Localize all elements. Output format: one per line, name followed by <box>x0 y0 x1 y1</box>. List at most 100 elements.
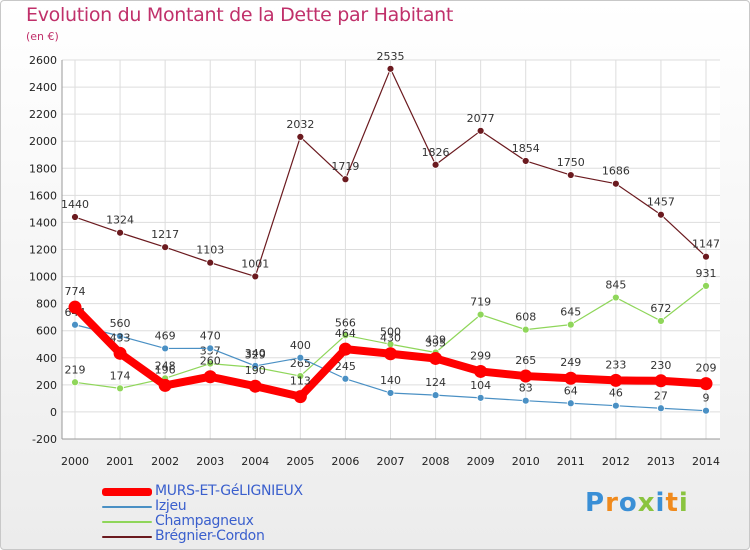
data-point-murs-et-g-lignieux <box>248 379 262 393</box>
legend-label: Brégnier-Cordon <box>155 528 265 544</box>
data-label-izieu: 83 <box>519 382 533 395</box>
data-label-murs-et-g-lignieux: 430 <box>380 332 401 345</box>
x-tick-label: 2004 <box>241 455 269 468</box>
data-label-murs-et-g-lignieux: 265 <box>515 354 536 367</box>
data-point-murs-et-g-lignieux <box>429 351 443 365</box>
legend-swatch <box>102 520 152 523</box>
data-label-champagneux: 566 <box>335 316 356 329</box>
data-label-br-gnier-cordon: 2032 <box>286 118 314 131</box>
x-tick-label: 2013 <box>647 455 675 468</box>
data-label-champagneux: 931 <box>696 267 717 280</box>
data-label-champagneux: 672 <box>650 302 671 315</box>
data-point-br-gnier-cordon <box>71 213 79 221</box>
data-point-murs-et-g-lignieux <box>609 373 623 387</box>
data-label-murs-et-g-lignieux: 299 <box>470 349 491 362</box>
data-label-champagneux: 645 <box>560 306 581 319</box>
data-point-champagneux <box>657 317 665 325</box>
data-label-izieu: 46 <box>609 387 623 400</box>
data-label-br-gnier-cordon: 1217 <box>151 228 179 241</box>
legend: MURS-ET-GéLIGNIEUX Izjeu Champagneux Brégni… <box>102 484 303 544</box>
legend-swatch <box>102 505 152 508</box>
data-point-murs-et-g-lignieux <box>113 346 127 360</box>
data-label-br-gnier-cordon: 1001 <box>241 257 269 270</box>
data-point-champagneux <box>476 310 485 319</box>
data-point-br-gnier-cordon <box>476 126 485 135</box>
data-label-murs-et-g-lignieux: 190 <box>245 364 266 377</box>
data-label-izieu: 469 <box>155 329 176 342</box>
y-tick-label: 2000 <box>29 135 57 148</box>
logo-letter: i <box>678 488 689 518</box>
data-point-murs-et-g-lignieux <box>474 364 488 378</box>
x-tick-label: 2006 <box>331 455 359 468</box>
data-point-izieu <box>431 391 440 400</box>
data-label-izieu: 340 <box>245 347 266 360</box>
data-label-izieu: 104 <box>470 379 491 392</box>
legend-item: Brégnier-Cordon <box>102 529 303 544</box>
data-label-br-gnier-cordon: 1440 <box>61 198 89 211</box>
y-tick-label: 200 <box>36 379 57 392</box>
unit-label: (en €) <box>26 30 59 43</box>
data-point-izieu <box>521 396 530 405</box>
data-point-br-gnier-cordon <box>251 272 260 281</box>
data-point-br-gnier-cordon <box>521 157 530 165</box>
logo-letter: P <box>585 488 606 518</box>
data-label-murs-et-g-lignieux: 230 <box>650 359 671 372</box>
data-label-champagneux: 219 <box>65 363 86 376</box>
data-label-br-gnier-cordon: 1854 <box>512 142 540 155</box>
data-point-champagneux <box>296 372 305 380</box>
data-label-br-gnier-cordon: 1686 <box>602 165 630 178</box>
logo-letter: t <box>665 488 679 518</box>
data-label-br-gnier-cordon: 2535 <box>377 50 405 63</box>
data-label-champagneux: 719 <box>470 296 491 309</box>
data-label-br-gnier-cordon: 1719 <box>331 160 359 173</box>
proxiti-logo: Proxiti <box>585 488 689 518</box>
y-tick-label: 400 <box>36 352 57 365</box>
data-point-champagneux <box>611 293 620 302</box>
data-point-br-gnier-cordon <box>341 175 350 184</box>
data-label-izieu: 245 <box>335 360 356 373</box>
data-label-murs-et-g-lignieux: 433 <box>110 331 131 344</box>
data-point-champagneux <box>521 325 530 334</box>
data-point-izieu <box>71 320 79 329</box>
x-tick-label: 2011 <box>557 455 585 468</box>
data-label-champagneux: 248 <box>155 359 176 372</box>
x-tick-label: 2000 <box>61 455 89 468</box>
data-label-izieu: 124 <box>425 376 446 389</box>
data-label-champagneux: 500 <box>380 325 401 338</box>
data-label-murs-et-g-lignieux: 209 <box>696 362 717 375</box>
data-point-izieu <box>251 362 260 370</box>
data-label-champagneux: 329 <box>245 348 266 361</box>
y-tick-label: 1400 <box>29 216 57 229</box>
data-point-murs-et-g-lignieux <box>699 377 713 391</box>
data-point-murs-et-g-lignieux <box>564 371 578 385</box>
data-label-izieu: 470 <box>200 329 221 342</box>
logo-letter: i <box>655 488 666 518</box>
data-point-champagneux <box>702 282 710 290</box>
data-point-champagneux <box>341 331 350 340</box>
x-tick-label: 2009 <box>467 455 495 468</box>
legend-label: MURS-ET-GéLIGNIEUX <box>155 483 303 499</box>
data-label-champagneux: 439 <box>425 334 446 347</box>
data-point-br-gnier-cordon <box>702 252 710 261</box>
data-point-murs-et-g-lignieux <box>338 342 352 356</box>
legend-label: Champagneux <box>155 513 254 529</box>
y-tick-label: -200 <box>32 433 57 446</box>
data-point-murs-et-g-lignieux <box>203 370 217 384</box>
data-point-murs-et-g-lignieux <box>654 374 668 388</box>
data-point-izieu <box>386 389 395 397</box>
y-tick-label: 0 <box>50 406 57 419</box>
y-tick-label: 2200 <box>29 108 57 121</box>
data-point-br-gnier-cordon <box>431 160 440 169</box>
data-point-champagneux <box>206 359 215 368</box>
data-label-izieu: 560 <box>110 317 131 330</box>
data-point-izieu <box>206 344 215 353</box>
data-point-izieu <box>657 404 665 413</box>
data-point-champagneux <box>116 384 124 393</box>
data-point-br-gnier-cordon <box>296 132 305 141</box>
data-point-champagneux <box>71 378 79 387</box>
x-tick-label: 2014 <box>692 455 720 468</box>
x-tick-label: 2003 <box>196 455 224 468</box>
legend-item: Izjeu <box>102 499 303 514</box>
data-label-champagneux: 845 <box>605 279 626 292</box>
x-tick-label: 2010 <box>512 455 540 468</box>
